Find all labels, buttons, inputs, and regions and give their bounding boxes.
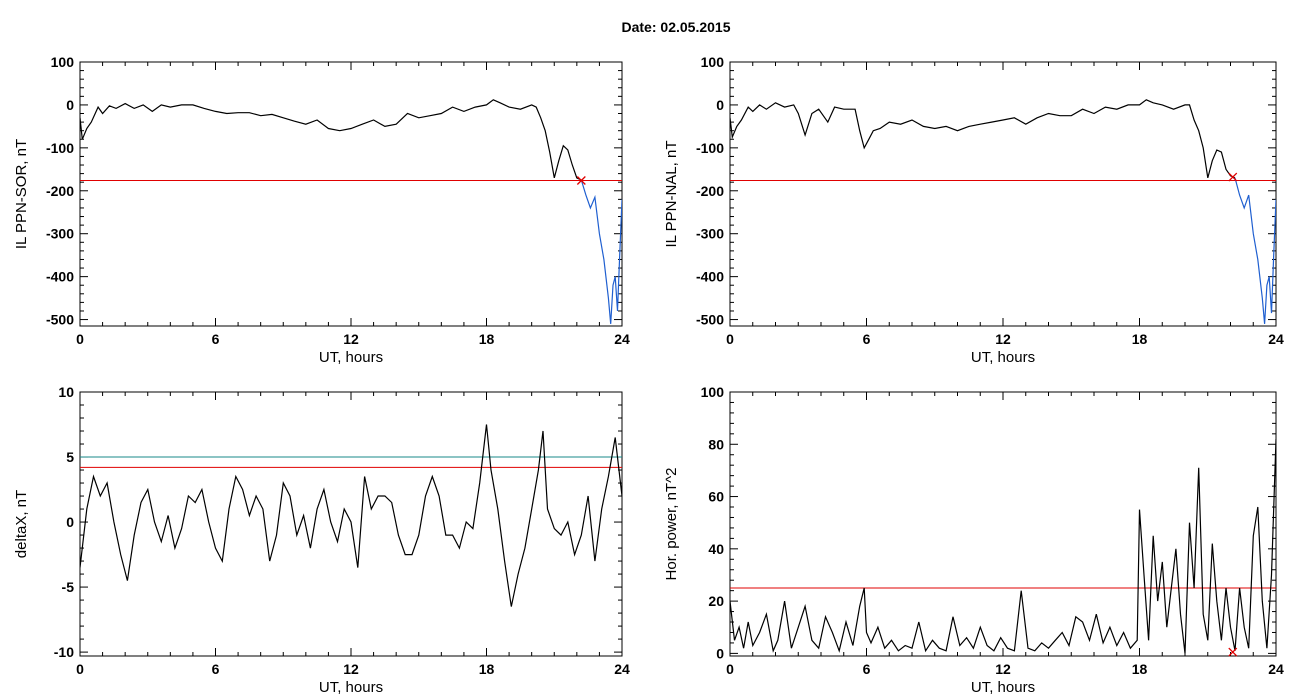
x-axis-title: UT, hours (971, 679, 1035, 696)
panel-il-nal: 0 6 12 18 24 100 0 -100 -200 -300 -400 -500 UT, hour… (663, 54, 1284, 366)
x-axis-title: UT, hours (319, 349, 383, 366)
y-tick-label: -200 (46, 183, 74, 199)
y-tick-label: 0 (66, 514, 74, 530)
y-tick-label: 100 (51, 54, 75, 70)
y-tick-label: -10 (54, 644, 74, 660)
x-tick-label: 0 (726, 331, 734, 347)
marker-x (576, 176, 586, 185)
x-tick-label: 18 (1132, 661, 1148, 677)
marker-x (1228, 647, 1238, 657)
x-tick-label: 6 (212, 331, 220, 347)
y-axis-title: IL PPN-SOR, nT (13, 139, 30, 249)
plot-frame (729, 391, 1277, 657)
panel-deltax: 0 6 12 18 24 10 5 0 -5 -10 UT, hours deltaX, nT (13, 384, 630, 696)
page-title: Date: 02.05.2015 (0, 19, 1300, 35)
x-axis-title: UT, hours (971, 349, 1035, 366)
series-line (730, 99, 1236, 179)
x-tick-label: 24 (614, 661, 630, 677)
y-tick-label: 100 (701, 54, 725, 70)
plot-frame (79, 61, 623, 327)
y-tick-label: 10 (58, 384, 74, 400)
y-tick-label: -400 (46, 269, 74, 285)
date-label: Date: (621, 19, 657, 35)
y-tick-label: 100 (701, 384, 725, 400)
y-tick-label: -300 (696, 226, 724, 242)
x-tick-label: 12 (343, 661, 359, 677)
date-value: 02.05.2015 (660, 19, 731, 35)
y-tick-label: 60 (708, 489, 724, 505)
y-tick-label: -300 (46, 226, 74, 242)
x-tick-label: 24 (1268, 661, 1284, 677)
y-tick-label: 5 (66, 449, 74, 465)
y-axis-title: Hor. power, nT^2 (663, 468, 680, 581)
x-tick-label: 6 (863, 661, 871, 677)
y-tick-label: 80 (708, 436, 724, 452)
panel-hor-power: 0 6 12 18 24 100 80 60 40 20 0 UT, hours Hor. power,… (663, 384, 1284, 696)
y-tick-label: -200 (696, 183, 724, 199)
y-tick-label: 0 (66, 97, 74, 113)
x-axis-title: UT, hours (319, 679, 383, 696)
marker-x (1228, 172, 1238, 182)
series-line (80, 424, 622, 607)
y-tick-label: 0 (716, 645, 724, 661)
x-tick-label: 0 (726, 661, 734, 677)
x-tick-label: 18 (479, 331, 495, 347)
x-tick-label: 24 (1268, 331, 1284, 347)
y-axis-title: deltaX, nT (13, 490, 30, 558)
panel-il-sor: 0 6 12 18 24 100 0 -100 -200 -300 -400 -500 UT, hour… (13, 54, 630, 366)
y-axis-title: IL PPN-NAL, nT (663, 141, 680, 248)
x-tick-label: 0 (76, 331, 84, 347)
series-line-highlight (1234, 177, 1276, 324)
y-tick-label: 20 (708, 593, 724, 609)
y-tick-label: -400 (696, 269, 724, 285)
series-line (80, 99, 582, 181)
x-tick-label: 6 (863, 331, 871, 347)
series-line (730, 438, 1276, 654)
x-tick-label: 12 (343, 331, 359, 347)
x-tick-label: 18 (479, 661, 495, 677)
y-tick-label: 40 (708, 541, 724, 557)
y-tick-label: -500 (696, 312, 724, 328)
x-tick-label: 12 (995, 331, 1011, 347)
x-tick-label: 24 (614, 331, 630, 347)
y-tick-label: 0 (716, 97, 724, 113)
x-tick-label: 6 (212, 661, 220, 677)
x-tick-label: 0 (76, 661, 84, 677)
x-tick-label: 18 (1132, 331, 1148, 347)
plot-frame (729, 61, 1277, 327)
y-tick-label: -5 (62, 579, 75, 595)
series-line-highlight (580, 179, 622, 324)
y-tick-label: -100 (696, 140, 724, 156)
x-tick-label: 12 (995, 661, 1011, 677)
y-tick-label: -500 (46, 312, 74, 328)
y-tick-label: -100 (46, 140, 74, 156)
